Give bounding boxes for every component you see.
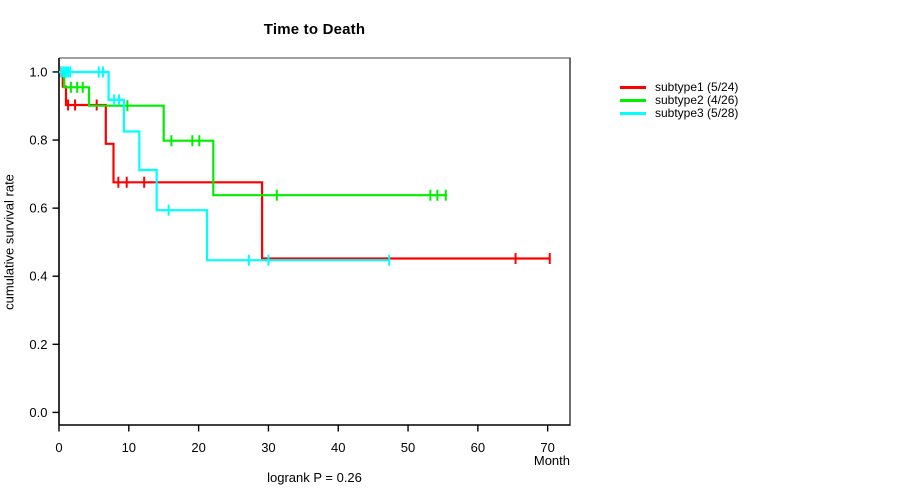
x-tick-label: 0 (55, 440, 62, 455)
legend-item-subtype3: subtype3 (5/28) (620, 107, 738, 120)
survival-curve-subtype2 (59, 70, 448, 197)
legend-item-subtype1: subtype1 (5/24) (620, 81, 738, 94)
legend-label-subtype2: subtype2 (4/26) (655, 93, 739, 107)
logrank-annotation: logrank P = 0.26 (267, 470, 362, 485)
survival-curve-subtype3 (59, 70, 390, 262)
legend-line-swatch-subtype3 (620, 112, 646, 115)
legend: subtype1 (5/24) subtype2 (4/26) subtype3… (620, 81, 738, 120)
x-tick-label: 60 (471, 440, 485, 455)
x-tick-label: 50 (401, 440, 415, 455)
x-tick-label: 20 (191, 440, 205, 455)
legend-label-subtype1: subtype1 (5/24) (655, 80, 739, 94)
chart-title: Time to Death (263, 21, 366, 38)
survival-curve-subtype1 (59, 70, 550, 260)
x-tick-label: 70 (540, 440, 554, 455)
legend-label-subtype3: subtype3 (5/28) (655, 106, 739, 120)
y-axis-label: cumulative survival rate (1, 174, 17, 310)
y-tick-label: 0.4 (29, 269, 47, 284)
y-tick-label: 0.8 (29, 133, 47, 148)
x-tick-label: 40 (331, 440, 345, 455)
y-tick-label: 0.0 (29, 405, 47, 420)
x-tick-label: 30 (261, 440, 275, 455)
legend-line-swatch-subtype1 (620, 86, 646, 89)
x-axis-label: Month (533, 453, 570, 468)
y-tick-label: 1.0 (29, 64, 47, 79)
y-tick-label: 0.2 (29, 337, 47, 352)
legend-item-subtype2: subtype2 (4/26) (620, 94, 738, 107)
legend-line-swatch-subtype2 (620, 99, 646, 102)
x-tick-label: 10 (122, 440, 136, 455)
y-tick-label: 0.6 (29, 201, 47, 216)
